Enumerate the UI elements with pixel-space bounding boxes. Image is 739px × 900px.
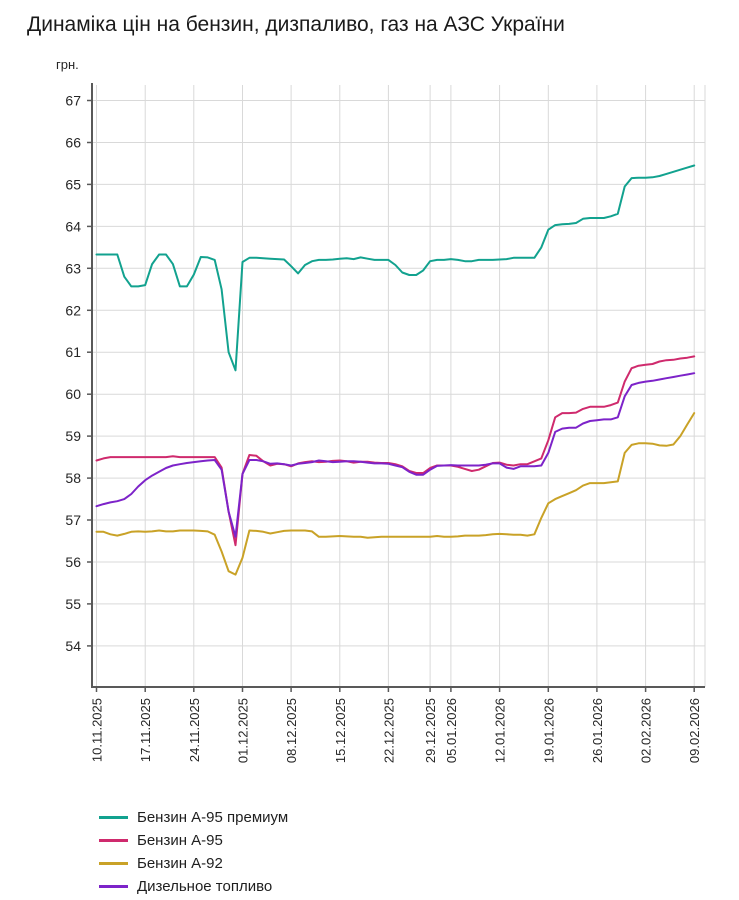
y-tick-label: 66 <box>65 135 81 151</box>
y-tick-label: 62 <box>65 302 81 318</box>
y-axis-unit-label: грн. <box>56 57 79 72</box>
axes <box>91 83 705 688</box>
y-tick-label: 54 <box>65 638 81 654</box>
y-tick-label: 59 <box>65 428 81 444</box>
x-tick-label: 08.12.2025 <box>284 698 299 763</box>
legend-swatch-icon <box>99 816 128 819</box>
legend-label: Бензин А-95 <box>137 832 223 849</box>
price-line-chart: 54 55 56 57 58 59 60 61 62 63 64 65 66 67 10.11.2025 17… <box>65 83 706 763</box>
y-tick-label: 61 <box>65 344 81 360</box>
y-tick-label: 56 <box>65 554 81 570</box>
y-tick-label: 55 <box>65 596 81 612</box>
y-tick-label: 64 <box>65 218 81 234</box>
x-tick-label: 02.02.2026 <box>639 698 654 763</box>
y-tick-label: 58 <box>65 470 81 486</box>
legend-label: Бензин А-92 <box>137 855 223 872</box>
y-tick-label: 65 <box>65 176 81 192</box>
legend-item-0: Бензин А-95 премиум <box>99 808 288 827</box>
legend-swatch-icon <box>99 862 128 865</box>
x-tick-label: 17.11.2025 <box>138 698 153 762</box>
legend-swatch-icon <box>99 885 128 888</box>
y-tick-label: 67 <box>65 93 81 109</box>
x-tick-label: 15.12.2025 <box>333 698 348 763</box>
x-tick-label: 10.11.2025 <box>90 698 105 762</box>
legend-item-3: Дизельное топливо <box>99 877 288 896</box>
series-line-0 <box>95 164 696 372</box>
series-line-1 <box>95 355 696 547</box>
legend-label: Дизельное топливо <box>137 878 273 895</box>
x-tick-label: 24.11.2025 <box>187 698 202 762</box>
x-tick-label: 22.12.2025 <box>381 698 396 763</box>
x-gridlines-and-labels: 10.11.2025 17.11.2025 24.11.2025 01.12.2025… <box>90 85 706 763</box>
legend-item-2: Бензин А-92 <box>99 854 288 873</box>
series-line-2 <box>95 412 696 576</box>
x-tick-label: 19.01.2026 <box>541 698 556 763</box>
x-tick-label: 05.01.2026 <box>444 698 459 763</box>
y-gridlines-and-labels: 54 55 56 57 58 59 60 61 62 63 64 65 66 67 <box>65 93 705 654</box>
legend-item-1: Бензин А-95 <box>99 831 288 850</box>
x-tick-label: 26.01.2026 <box>590 698 605 763</box>
y-tick-label: 57 <box>65 512 81 528</box>
legend-swatch-icon <box>99 839 128 842</box>
chart-title: Динаміка цін на бензин, дизпаливо, газ н… <box>27 13 565 36</box>
x-tick-label: 09.02.2026 <box>687 698 702 763</box>
series-line-3 <box>95 372 696 538</box>
x-tick-label: 29.12.2025 <box>423 698 438 763</box>
chart-legend: Бензин А-95 премиум Бензин А-95 Бензин А-9… <box>99 808 288 896</box>
x-tick-label: 01.12.2025 <box>236 698 251 763</box>
y-tick-label: 60 <box>65 386 81 402</box>
x-tick-label: 12.01.2026 <box>493 698 508 763</box>
y-tick-label: 63 <box>65 260 81 276</box>
legend-label: Бензин А-95 премиум <box>137 809 289 826</box>
